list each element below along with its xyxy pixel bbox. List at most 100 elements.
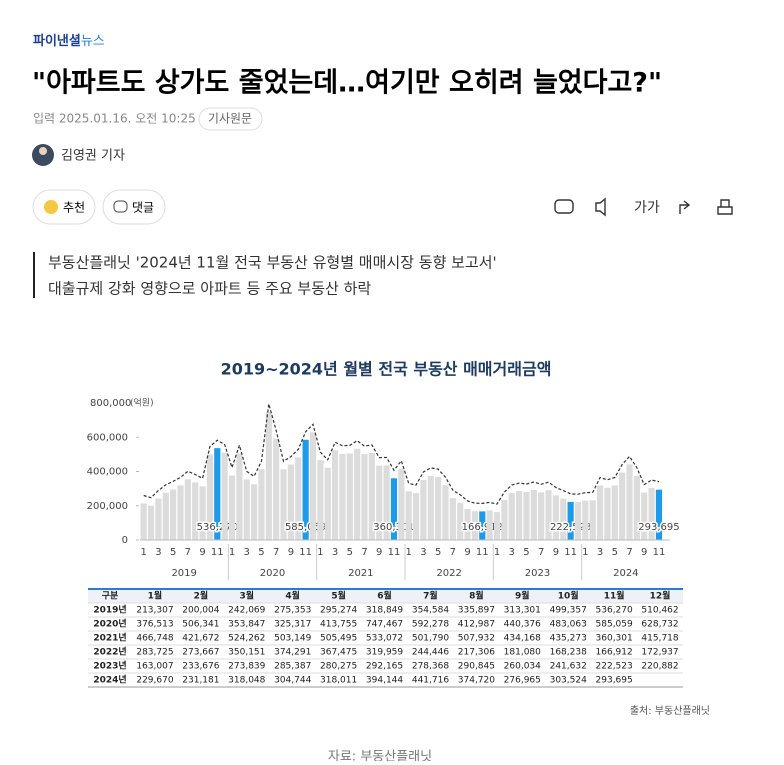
- data-label: 222,523: [550, 522, 591, 533]
- bar: [287, 464, 294, 540]
- recommend-label: 추천: [63, 200, 85, 215]
- bar: [596, 485, 604, 540]
- table-cell: 415,718: [641, 634, 678, 644]
- bar: [236, 453, 243, 540]
- table-header: 8월: [469, 590, 484, 602]
- table-cell: 213,307: [136, 606, 173, 616]
- bar: [354, 448, 361, 540]
- table-cell: 313,301: [504, 606, 541, 616]
- bar: [162, 492, 169, 540]
- table-cell: 499,357: [550, 606, 587, 616]
- chart-title: 2019~2024년 월별 전국 부동산 매매거래금액: [221, 360, 552, 379]
- x-tick-label: 7: [450, 547, 456, 558]
- summary-line: 대출규제 강화 영향으로 아파트 등 주요 부동산 하락: [48, 280, 371, 298]
- x-tick-label: 3: [420, 547, 426, 558]
- table-row-label: 2019년: [93, 604, 126, 616]
- caption: 자료: 부동산플래닛: [328, 750, 432, 762]
- recommend-button[interactable]: [32, 189, 96, 225]
- y-tick-label: 0: [122, 535, 128, 546]
- highlight-bar: [567, 501, 574, 540]
- bar: [582, 500, 589, 540]
- bar: [405, 491, 412, 540]
- table-header: 6월: [377, 590, 392, 602]
- font-size-button[interactable]: 가가: [634, 200, 660, 216]
- bar: [177, 485, 184, 540]
- share-icon[interactable]: [679, 200, 691, 214]
- bar: [648, 488, 655, 540]
- smile-icon: [44, 200, 58, 214]
- table-cell: 231,181: [182, 676, 219, 686]
- bar: [309, 432, 317, 540]
- table-cell: 304,744: [274, 676, 311, 686]
- x-tick-label: 1: [405, 547, 411, 558]
- bar: [633, 475, 640, 540]
- bar: [273, 438, 280, 540]
- x-tick-label: 3: [597, 547, 603, 558]
- trend-line: [143, 403, 660, 505]
- highlight-bar: [390, 478, 398, 540]
- x-tick-label: 9: [288, 547, 294, 558]
- table-cell: 280,275: [320, 662, 357, 672]
- table-header: 1월: [148, 590, 163, 602]
- table-cell: 244,446: [412, 648, 449, 658]
- bar: [538, 492, 545, 540]
- year-label: 2019: [171, 568, 196, 579]
- table-cell: 360,301: [596, 634, 633, 644]
- x-tick-label: 3: [155, 547, 161, 558]
- bar: [184, 479, 191, 540]
- table-cell: 241,632: [550, 662, 587, 672]
- table-cell: 293,695: [596, 676, 633, 686]
- original-link: 기사원문: [208, 112, 252, 126]
- table-cell: 394,144: [366, 676, 403, 686]
- summary-bot-icon[interactable]: [554, 199, 574, 214]
- x-tick-label: 11: [299, 547, 312, 558]
- x-tick-label: 3: [244, 547, 250, 558]
- table-cell: 273,839: [228, 662, 265, 672]
- brand[interactable]: 파이낸셜뉴스: [33, 33, 105, 49]
- bar: [170, 489, 177, 540]
- bar: [361, 454, 368, 540]
- table-header: 7월: [423, 590, 438, 602]
- x-tick-label: 11: [564, 547, 577, 558]
- table-cell: 275,353: [274, 606, 311, 616]
- table-row-label: 2020년: [93, 618, 126, 630]
- x-tick-label: 9: [553, 547, 559, 558]
- bar: [589, 500, 596, 540]
- bar: [258, 469, 265, 540]
- comment-label: 댓글: [132, 201, 154, 215]
- bar: [420, 480, 427, 540]
- comment-button[interactable]: [102, 189, 166, 225]
- data-label: 166,912: [462, 522, 503, 533]
- table-cell: 217,306: [458, 648, 495, 658]
- table-header: 3월: [240, 590, 255, 602]
- bar: [251, 484, 258, 540]
- table-cell: 285,387: [274, 662, 311, 672]
- year-label: 2023: [525, 568, 550, 579]
- x-tick-label: 9: [641, 547, 647, 558]
- table-cell: 318,048: [228, 676, 265, 686]
- bar: [346, 453, 353, 540]
- table-cell: 325,317: [274, 620, 311, 630]
- author: 김영권 기자: [61, 149, 125, 164]
- bar: [206, 454, 214, 540]
- table-cell: 413,755: [320, 620, 357, 630]
- highlight-bar: [302, 439, 309, 540]
- data-label: 360,301: [373, 522, 414, 533]
- bar: [199, 486, 206, 540]
- table-cell: 353,847: [228, 620, 265, 630]
- highlight-bar: [214, 448, 221, 540]
- y-tick-label: 400,000: [87, 467, 128, 478]
- x-tick-label: 1: [494, 547, 500, 558]
- bar: [493, 512, 501, 540]
- table-cell: 242,069: [228, 606, 265, 616]
- table-header: 11월: [604, 590, 625, 602]
- highlight-bar: [655, 489, 663, 540]
- table-cell: 229,670: [136, 676, 173, 686]
- data-label: 585,059: [285, 522, 326, 533]
- listen-icon[interactable]: [595, 197, 606, 217]
- table-cell: 374,720: [458, 676, 495, 686]
- original-link-button[interactable]: [198, 107, 263, 131]
- table-cell: 524,262: [228, 634, 265, 644]
- print-icon[interactable]: [717, 199, 733, 215]
- year-label: 2020: [260, 568, 285, 579]
